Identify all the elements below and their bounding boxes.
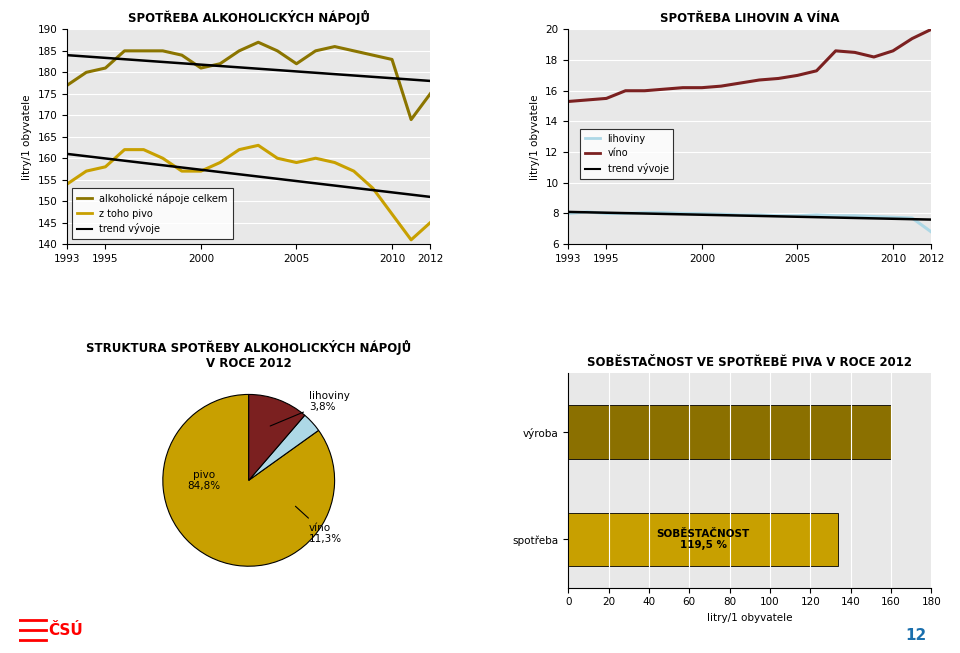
- X-axis label: litry/1 obyvatele: litry/1 obyvatele: [707, 613, 792, 623]
- Title: SPOTŘEBA ALKOHOLICKÝCH NÁPOJŮ: SPOTŘEBA ALKOHOLICKÝCH NÁPOJŮ: [128, 10, 370, 25]
- Bar: [568, 405, 891, 459]
- Title: SPOTŘEBA LIHOVIN A VÍNA: SPOTŘEBA LIHOVIN A VÍNA: [660, 12, 839, 25]
- Text: ČSÚ: ČSÚ: [48, 623, 84, 637]
- Text: SOBĚSTAČNOST
119,5 %: SOBĚSTAČNOST 119,5 %: [657, 528, 750, 550]
- Legend: lihoviny, víno, trend vývoje: lihoviny, víno, trend vývoje: [580, 129, 673, 179]
- Text: lihoviny
3,8%: lihoviny 3,8%: [270, 390, 349, 426]
- Legend: alkoholické nápoje celkem, z toho pivo, trend vývoje: alkoholické nápoje celkem, z toho pivo, …: [72, 188, 232, 239]
- Title: SOBĚSTAČNOST VE SPOTŘEBĚ PIVA V ROCE 2012: SOBĚSTAČNOST VE SPOTŘEBĚ PIVA V ROCE 201…: [588, 356, 912, 369]
- Text: víno
11,3%: víno 11,3%: [296, 506, 342, 545]
- Title: STRUKTURA SPOTŘEBY ALKOHOLICKÝCH NÁPOJŮ
V ROCE 2012: STRUKTURA SPOTŘEBY ALKOHOLICKÝCH NÁPOJŮ …: [86, 340, 411, 370]
- Wedge shape: [163, 394, 335, 566]
- Wedge shape: [249, 394, 304, 481]
- Wedge shape: [249, 415, 319, 481]
- Bar: [568, 513, 838, 566]
- Y-axis label: litry/1 obyvatele: litry/1 obyvatele: [530, 94, 540, 180]
- Text: 12: 12: [905, 628, 926, 643]
- Text: pivo
84,8%: pivo 84,8%: [187, 470, 221, 491]
- Y-axis label: litry/1 obyvatele: litry/1 obyvatele: [22, 94, 32, 180]
